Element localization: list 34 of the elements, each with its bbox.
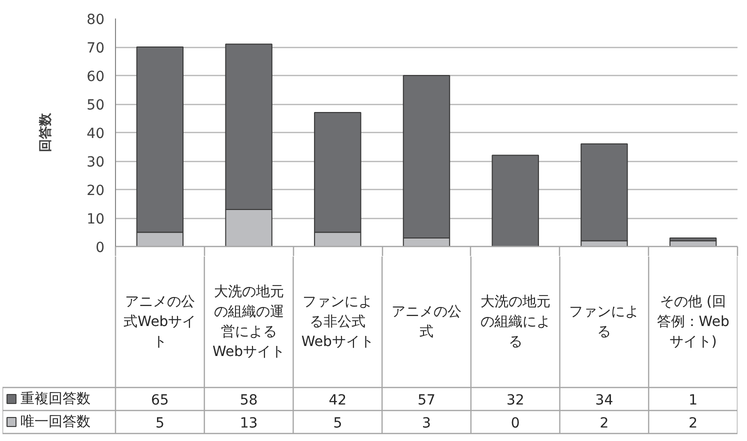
legend-label: 唯一回答数 xyxy=(20,414,90,430)
legend-label: 重複回答数 xyxy=(20,391,90,407)
y-tick-label: 10 xyxy=(86,212,105,228)
x-tick-label: 大洗の地元の組織による xyxy=(480,294,550,350)
y-tick-label: 0 xyxy=(96,240,105,256)
y-axis-title: 回答数 xyxy=(38,112,54,152)
data-label: 58 xyxy=(240,392,258,408)
x-tick-label: その他 (回答例：Webサイト) xyxy=(656,294,730,350)
data-label: 0 xyxy=(510,416,520,432)
data-label: 2 xyxy=(600,416,609,432)
x-tick-label: アニメの公式Webサイト xyxy=(124,294,196,350)
bar xyxy=(492,154,539,246)
data-label: 32 xyxy=(506,392,524,408)
y-tick-label: 60 xyxy=(86,69,105,85)
y-tick-label: 50 xyxy=(86,98,105,114)
y-tick-label: 30 xyxy=(86,154,105,170)
data-label: 34 xyxy=(595,392,614,408)
x-tick-label: ファンによる xyxy=(569,304,640,340)
y-tick-label: 20 xyxy=(86,183,105,199)
y-tick-label: 80 xyxy=(86,12,105,28)
data-label: 42 xyxy=(328,392,347,408)
x-tick-label: アニメの公式 xyxy=(392,304,462,340)
y-tick-label: 40 xyxy=(86,126,105,142)
x-tick-label: ファンによる非公式Webサイト xyxy=(301,294,374,350)
data-label: 65 xyxy=(151,392,169,408)
data-label: 57 xyxy=(418,392,436,408)
data-label: 2 xyxy=(688,416,698,432)
y-tick-label: 70 xyxy=(86,40,105,56)
data-label: 13 xyxy=(240,416,258,432)
data-label: 3 xyxy=(422,416,431,432)
data-label: 5 xyxy=(333,416,342,432)
data-label: 5 xyxy=(155,416,164,432)
data-label: 1 xyxy=(688,392,698,408)
x-tick-label: 大洗の地元の組織の運営によるWebサイト xyxy=(212,284,286,360)
